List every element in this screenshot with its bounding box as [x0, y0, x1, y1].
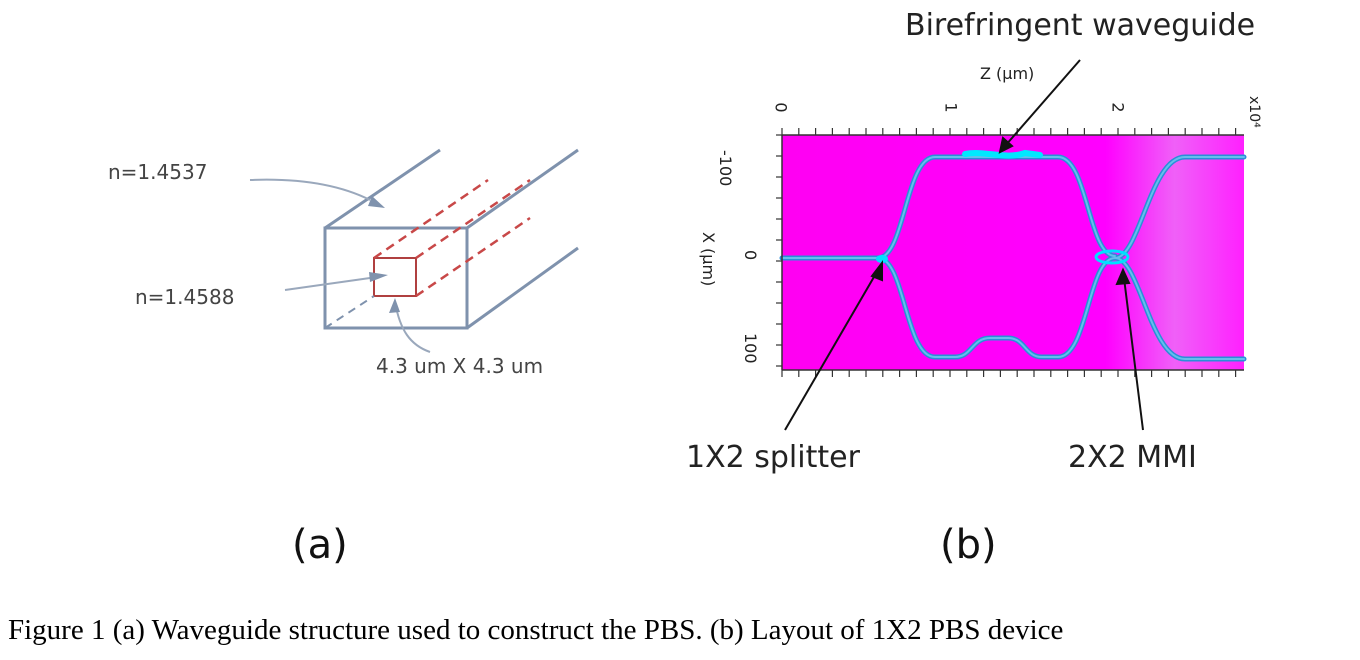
mmi-field-spot: [1094, 249, 1130, 265]
panel-a-label: (a): [292, 522, 348, 568]
z-axis-label: Z (μm): [980, 64, 1035, 83]
lower-arm-core: [877, 257, 1116, 358]
birefringent-section-field: [962, 149, 1043, 159]
core-leader-arrow: [369, 272, 388, 282]
core-size-label: 4.3 um X 4.3 um: [376, 354, 544, 378]
birefringent-arrowhead: [998, 136, 1014, 154]
core-edge-3: [415, 216, 531, 298]
field-map-background: [782, 135, 1244, 370]
splitter-arrow: [784, 269, 879, 431]
z-tick-0: 0: [771, 102, 791, 113]
core-edge-2: [415, 178, 531, 260]
mmi-arrowhead: [1115, 267, 1131, 286]
z-multiplier: x10⁴: [1246, 96, 1262, 128]
x-tick-0: 0: [741, 250, 760, 261]
cladding-index-label: n=1.4537: [108, 160, 208, 184]
panel-b-label: (b): [940, 522, 997, 568]
cladding-leader: [249, 178, 371, 201]
splitter-label: 1X2 splitter: [686, 440, 860, 475]
z-tick-2: 2: [1108, 102, 1128, 113]
size-leader-arrow: [389, 298, 400, 313]
cladding-edge-top-left: [324, 148, 441, 230]
z-tick-1: 1: [941, 102, 961, 113]
cladding-edge-top-right: [466, 148, 579, 230]
splitter-arrowhead: [870, 260, 883, 282]
cladding-front-face: [323, 226, 469, 330]
core-edge-1: [373, 178, 489, 260]
cladding-edge-bottom-right: [466, 246, 579, 330]
x-axis-label: X (μm): [699, 232, 718, 287]
birefringent-waveguide-label: Birefringent waveguide: [905, 8, 1256, 43]
x-tick-neg100: -100: [716, 150, 735, 187]
mmi-arrow: [1123, 277, 1144, 431]
output-lower-core: [1114, 257, 1245, 360]
core-leader: [284, 277, 371, 291]
x-tick-100: 100: [741, 333, 760, 364]
figure-caption: Figure 1 (a) Waveguide structure used to…: [8, 614, 1064, 646]
mmi-label: 2X2 MMI: [1068, 440, 1197, 475]
birefringent-arrow: [1004, 59, 1081, 147]
cladding-leader-arrow: [368, 196, 385, 208]
splitter-field-spot: [876, 255, 888, 263]
hidden-edge: [324, 295, 375, 329]
core-index-label: n=1.4588: [135, 285, 235, 309]
